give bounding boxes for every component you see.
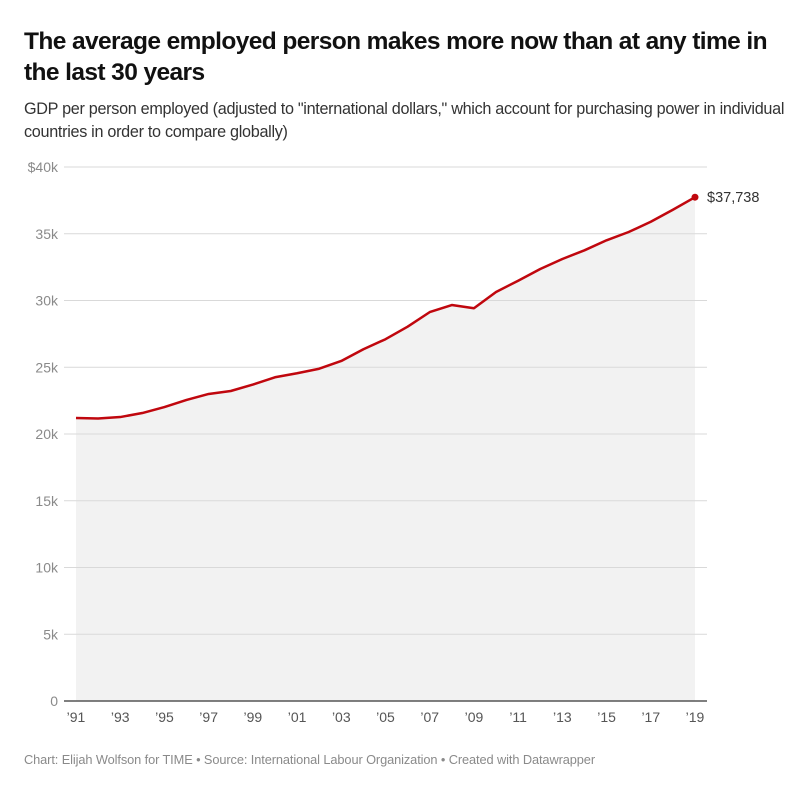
x-tick-label: ’15 (597, 709, 616, 725)
x-tick-label: ’99 (244, 709, 263, 725)
area-fill (76, 197, 695, 701)
y-tick-label: 5k (43, 626, 59, 642)
y-tick-label: 35k (35, 226, 59, 242)
y-tick-label: 20k (35, 426, 59, 442)
x-tick-label: ’19 (686, 709, 705, 725)
chart-title: The average employed person makes more n… (24, 28, 768, 86)
x-tick-label: ’97 (199, 709, 218, 725)
y-tick-label: $40k (28, 159, 59, 175)
chart-footer: Chart: Elijah Wolfson for TIME • Source:… (24, 752, 595, 767)
x-tick-label: ’03 (332, 709, 351, 725)
x-tick-label: ’93 (111, 709, 130, 725)
x-tick-label: ’17 (641, 709, 660, 725)
chart-subtitle: GDP per person employed (adjusted to "in… (24, 100, 785, 141)
y-tick-label: 25k (35, 359, 59, 375)
x-tick-label: ’11 (509, 709, 527, 725)
y-tick-label: 15k (35, 493, 59, 509)
y-tick-label: 0 (50, 693, 58, 709)
x-tick-label: ’09 (465, 709, 484, 725)
x-tick-label: ’95 (155, 709, 174, 725)
x-tick-label: ’13 (553, 709, 572, 725)
x-tick-label: ’01 (288, 709, 307, 725)
end-value-label: $37,738 (707, 190, 759, 206)
x-tick-label: ’07 (420, 709, 439, 725)
y-tick-label: 30k (35, 293, 59, 309)
series-line (75, 196, 696, 420)
x-tick-label: ’91 (67, 709, 86, 725)
end-point-marker (691, 193, 699, 201)
y-tick-label: 10k (35, 560, 59, 576)
x-tick-label: ’05 (376, 709, 395, 725)
